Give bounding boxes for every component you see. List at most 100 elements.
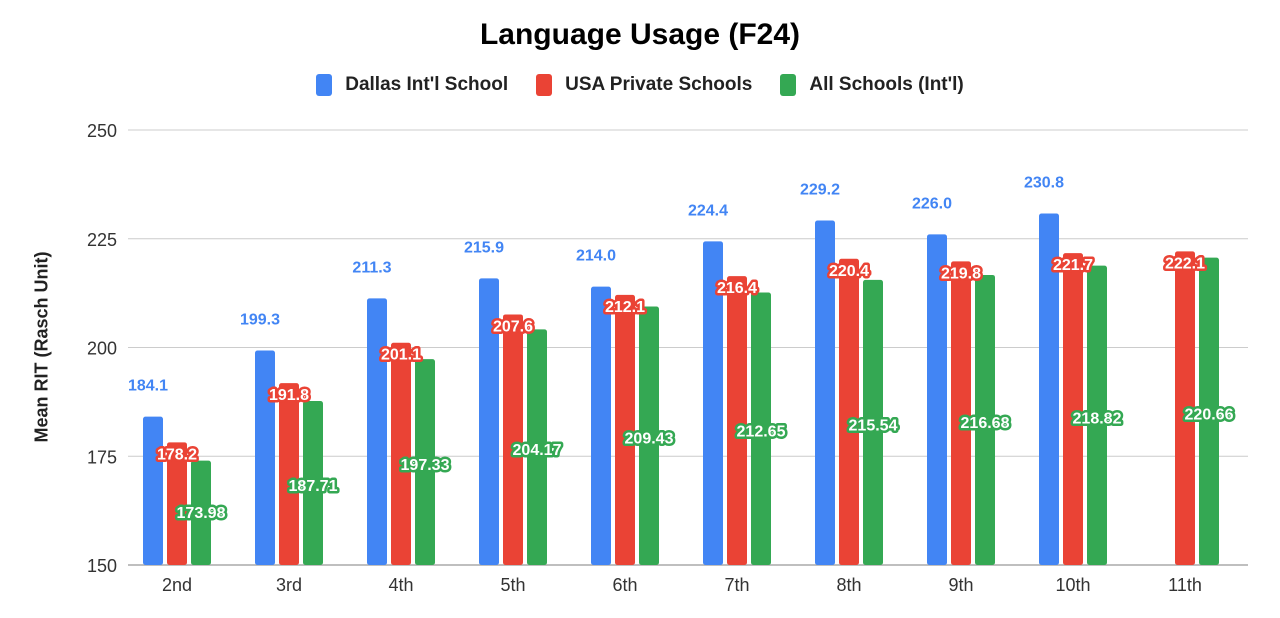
- data-label-halo: 222.1: [1165, 255, 1205, 272]
- bar[interactable]: [391, 342, 411, 565]
- data-label-halo: 191.8: [269, 387, 309, 404]
- x-tick-label: 3rd: [276, 575, 302, 595]
- y-tick-label: 150: [87, 556, 117, 576]
- data-label-halo: 221.7: [1053, 257, 1093, 274]
- legend-label: All Schools (Int'l): [809, 74, 964, 95]
- bar[interactable]: [527, 329, 547, 565]
- data-label: 215.54: [849, 417, 898, 434]
- x-tick-label: 8th: [836, 575, 861, 595]
- bar[interactable]: [1039, 213, 1059, 565]
- bar[interactable]: [727, 276, 747, 565]
- bar[interactable]: [591, 286, 611, 565]
- data-label-halo: 218.82: [1073, 410, 1122, 427]
- y-tick-label: 225: [87, 230, 117, 250]
- bar[interactable]: [703, 241, 723, 566]
- data-label: 211.3: [352, 259, 391, 276]
- data-label: 215.9: [464, 239, 504, 256]
- legend-swatch-usa-private: [536, 74, 553, 96]
- legend-item-dallas[interactable]: Dallas Int'l School: [316, 74, 508, 96]
- x-tick-label: 6th: [612, 575, 637, 595]
- data-label: 216.4: [717, 280, 757, 297]
- data-label-halo: 216.4: [717, 280, 757, 297]
- bar[interactable]: [863, 279, 883, 565]
- data-label: 220.4: [829, 263, 869, 280]
- data-label: 204.17: [513, 442, 562, 459]
- x-axis-ticks: 2nd 3rd 4th 5th 6th 7th 8th 9th 10th 11th: [162, 575, 1202, 595]
- data-label-halo: 204.17: [513, 442, 562, 459]
- bar[interactable]: [639, 306, 659, 565]
- x-tick-label: 11th: [1168, 575, 1202, 595]
- bar[interactable]: [415, 359, 435, 565]
- data-label: 209.43: [625, 431, 674, 448]
- bar[interactable]: [303, 400, 323, 565]
- legend: Dallas Int'l School USA Private Schools …: [0, 74, 1280, 96]
- x-tick-label: 7th: [724, 575, 749, 595]
- data-label: 218.82: [1073, 410, 1122, 427]
- data-label-halo: 220.4: [829, 263, 869, 280]
- data-label-halo: 173.98: [177, 505, 226, 522]
- bar[interactable]: [143, 416, 163, 565]
- legend-item-all-schools[interactable]: All Schools (Int'l): [780, 74, 964, 96]
- bar[interactable]: [191, 460, 211, 565]
- x-tick-label: 5th: [500, 575, 525, 595]
- data-label: 226.0: [912, 195, 952, 212]
- legend-swatch-dallas: [316, 74, 333, 96]
- legend-item-usa-private[interactable]: USA Private Schools: [536, 74, 752, 96]
- data-label: 184.1: [128, 378, 168, 395]
- data-label-halo: 197.33: [401, 457, 450, 474]
- bar[interactable]: [1199, 257, 1219, 565]
- data-label: 201.1: [381, 347, 421, 364]
- data-label: 230.8: [1024, 175, 1064, 192]
- y-axis-ticks: 150 175 200 225 250: [87, 121, 117, 576]
- x-tick-label: 9th: [948, 575, 973, 595]
- data-label: 207.6: [493, 318, 533, 335]
- bar[interactable]: [927, 234, 947, 565]
- chart-title: Language Usage (F24): [479, 18, 801, 51]
- bar[interactable]: [503, 314, 523, 565]
- bar[interactable]: [1087, 265, 1107, 565]
- data-label: 214.0: [576, 248, 616, 265]
- bar[interactable]: [815, 220, 835, 566]
- bar[interactable]: [167, 442, 187, 565]
- bars: [143, 213, 1219, 566]
- data-label: 212.65: [737, 424, 786, 441]
- y-tick-label: 175: [87, 447, 117, 467]
- bar[interactable]: [279, 383, 299, 565]
- bar[interactable]: [975, 274, 995, 565]
- data-label-halo: 219.8: [941, 265, 981, 282]
- bar[interactable]: [255, 350, 275, 565]
- bar[interactable]: [1175, 251, 1195, 566]
- data-label-halo: 207.6: [493, 318, 533, 335]
- data-label: 187.71: [289, 478, 338, 495]
- data-label-halo: 212.1: [605, 299, 645, 316]
- y-tick-label: 250: [87, 121, 117, 141]
- data-label: 219.8: [941, 265, 981, 282]
- legend-label: USA Private Schools: [565, 74, 753, 95]
- data-label: 191.8: [269, 387, 309, 404]
- bar[interactable]: [751, 292, 771, 565]
- bar[interactable]: [479, 278, 499, 565]
- data-label-halo: 178.2: [157, 446, 197, 463]
- data-label: 197.33: [401, 457, 450, 474]
- data-label: 212.1: [605, 299, 645, 316]
- data-label: 221.7: [1053, 257, 1093, 274]
- data-label: 229.2: [800, 181, 840, 198]
- data-labels: 184.1178.2178.2173.98173.98199.3191.8191…: [128, 175, 1236, 525]
- y-tick-label: 200: [87, 339, 117, 359]
- bar[interactable]: [951, 261, 971, 565]
- data-label-halo: 216.68: [961, 415, 1010, 432]
- bar[interactable]: [839, 258, 859, 565]
- data-label-halo: 215.54: [849, 417, 898, 434]
- data-label: 216.68: [961, 415, 1010, 432]
- x-tick-label: 2nd: [162, 575, 192, 595]
- bar[interactable]: [1063, 253, 1083, 566]
- data-label: 199.3: [240, 312, 280, 329]
- data-label-halo: 209.43: [625, 431, 674, 448]
- data-label: 220.66: [1185, 406, 1234, 423]
- bar[interactable]: [367, 298, 387, 565]
- data-label-halo: 220.66: [1185, 406, 1234, 423]
- data-label-halo: 212.65: [737, 424, 786, 441]
- bar[interactable]: [615, 294, 635, 565]
- legend-label: Dallas Int'l School: [345, 74, 509, 95]
